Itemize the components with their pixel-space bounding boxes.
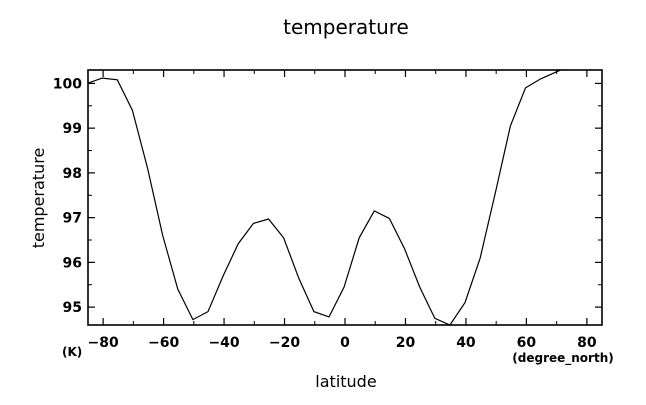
y-tick-label: 100 <box>53 76 82 92</box>
y-axis-ticks <box>88 82 602 308</box>
x-tick-label: 60 <box>517 335 537 351</box>
x-tick-label: 20 <box>396 335 416 351</box>
y-axis-unit: (K) <box>62 345 82 359</box>
y-tick-label: 97 <box>63 211 82 227</box>
chart-title: temperature <box>283 15 409 39</box>
x-tick-label: −80 <box>88 335 119 351</box>
x-axis-tick-labels: −80 −60 −40 −20 0 20 40 60 80 <box>88 335 597 351</box>
x-tick-label: −20 <box>269 335 300 351</box>
y-axis-tick-labels: 95 96 97 98 99 100 <box>53 76 82 316</box>
y-tick-label: 99 <box>63 121 82 137</box>
x-tick-label: 80 <box>577 335 597 351</box>
y-tick-label: 96 <box>63 255 82 271</box>
x-axis-title: latitude <box>315 372 376 391</box>
x-axis-ticks <box>102 70 588 325</box>
y-tick-label: 98 <box>63 166 82 182</box>
x-tick-label: 40 <box>456 335 476 351</box>
x-axis-unit: (degree_north) <box>512 351 613 366</box>
x-tick-label: 0 <box>340 335 350 351</box>
series-line <box>88 70 563 325</box>
y-tick-label: 95 <box>63 300 82 316</box>
plot-frame <box>87 69 603 326</box>
x-tick-label: −60 <box>148 335 179 351</box>
x-tick-label: −40 <box>208 335 239 351</box>
y-axis-title: temperature <box>29 148 48 249</box>
